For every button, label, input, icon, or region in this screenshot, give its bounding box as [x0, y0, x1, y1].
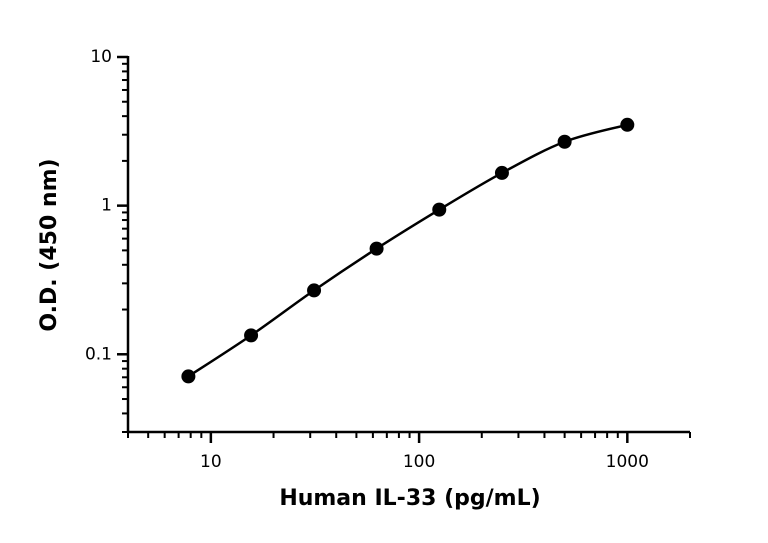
data-point	[494, 165, 509, 180]
y-tick-label: 0.1	[85, 344, 112, 364]
data-point	[557, 134, 572, 149]
data-point	[432, 202, 447, 217]
x-tick-label: 10	[200, 452, 222, 472]
y-tick-label: 10	[90, 47, 112, 67]
data-point	[307, 283, 322, 298]
y-axis-title: O.D. (450 nm)	[37, 158, 62, 331]
data-point	[369, 241, 384, 256]
data-point	[244, 328, 259, 343]
data-point	[620, 117, 635, 132]
data-point	[181, 369, 196, 384]
x-tick-label: 1000	[606, 452, 649, 472]
x-tick-label: 100	[403, 452, 435, 472]
y-tick-label: 1	[101, 196, 112, 216]
x-axis-title: Human IL-33 (pg/mL)	[279, 486, 540, 511]
